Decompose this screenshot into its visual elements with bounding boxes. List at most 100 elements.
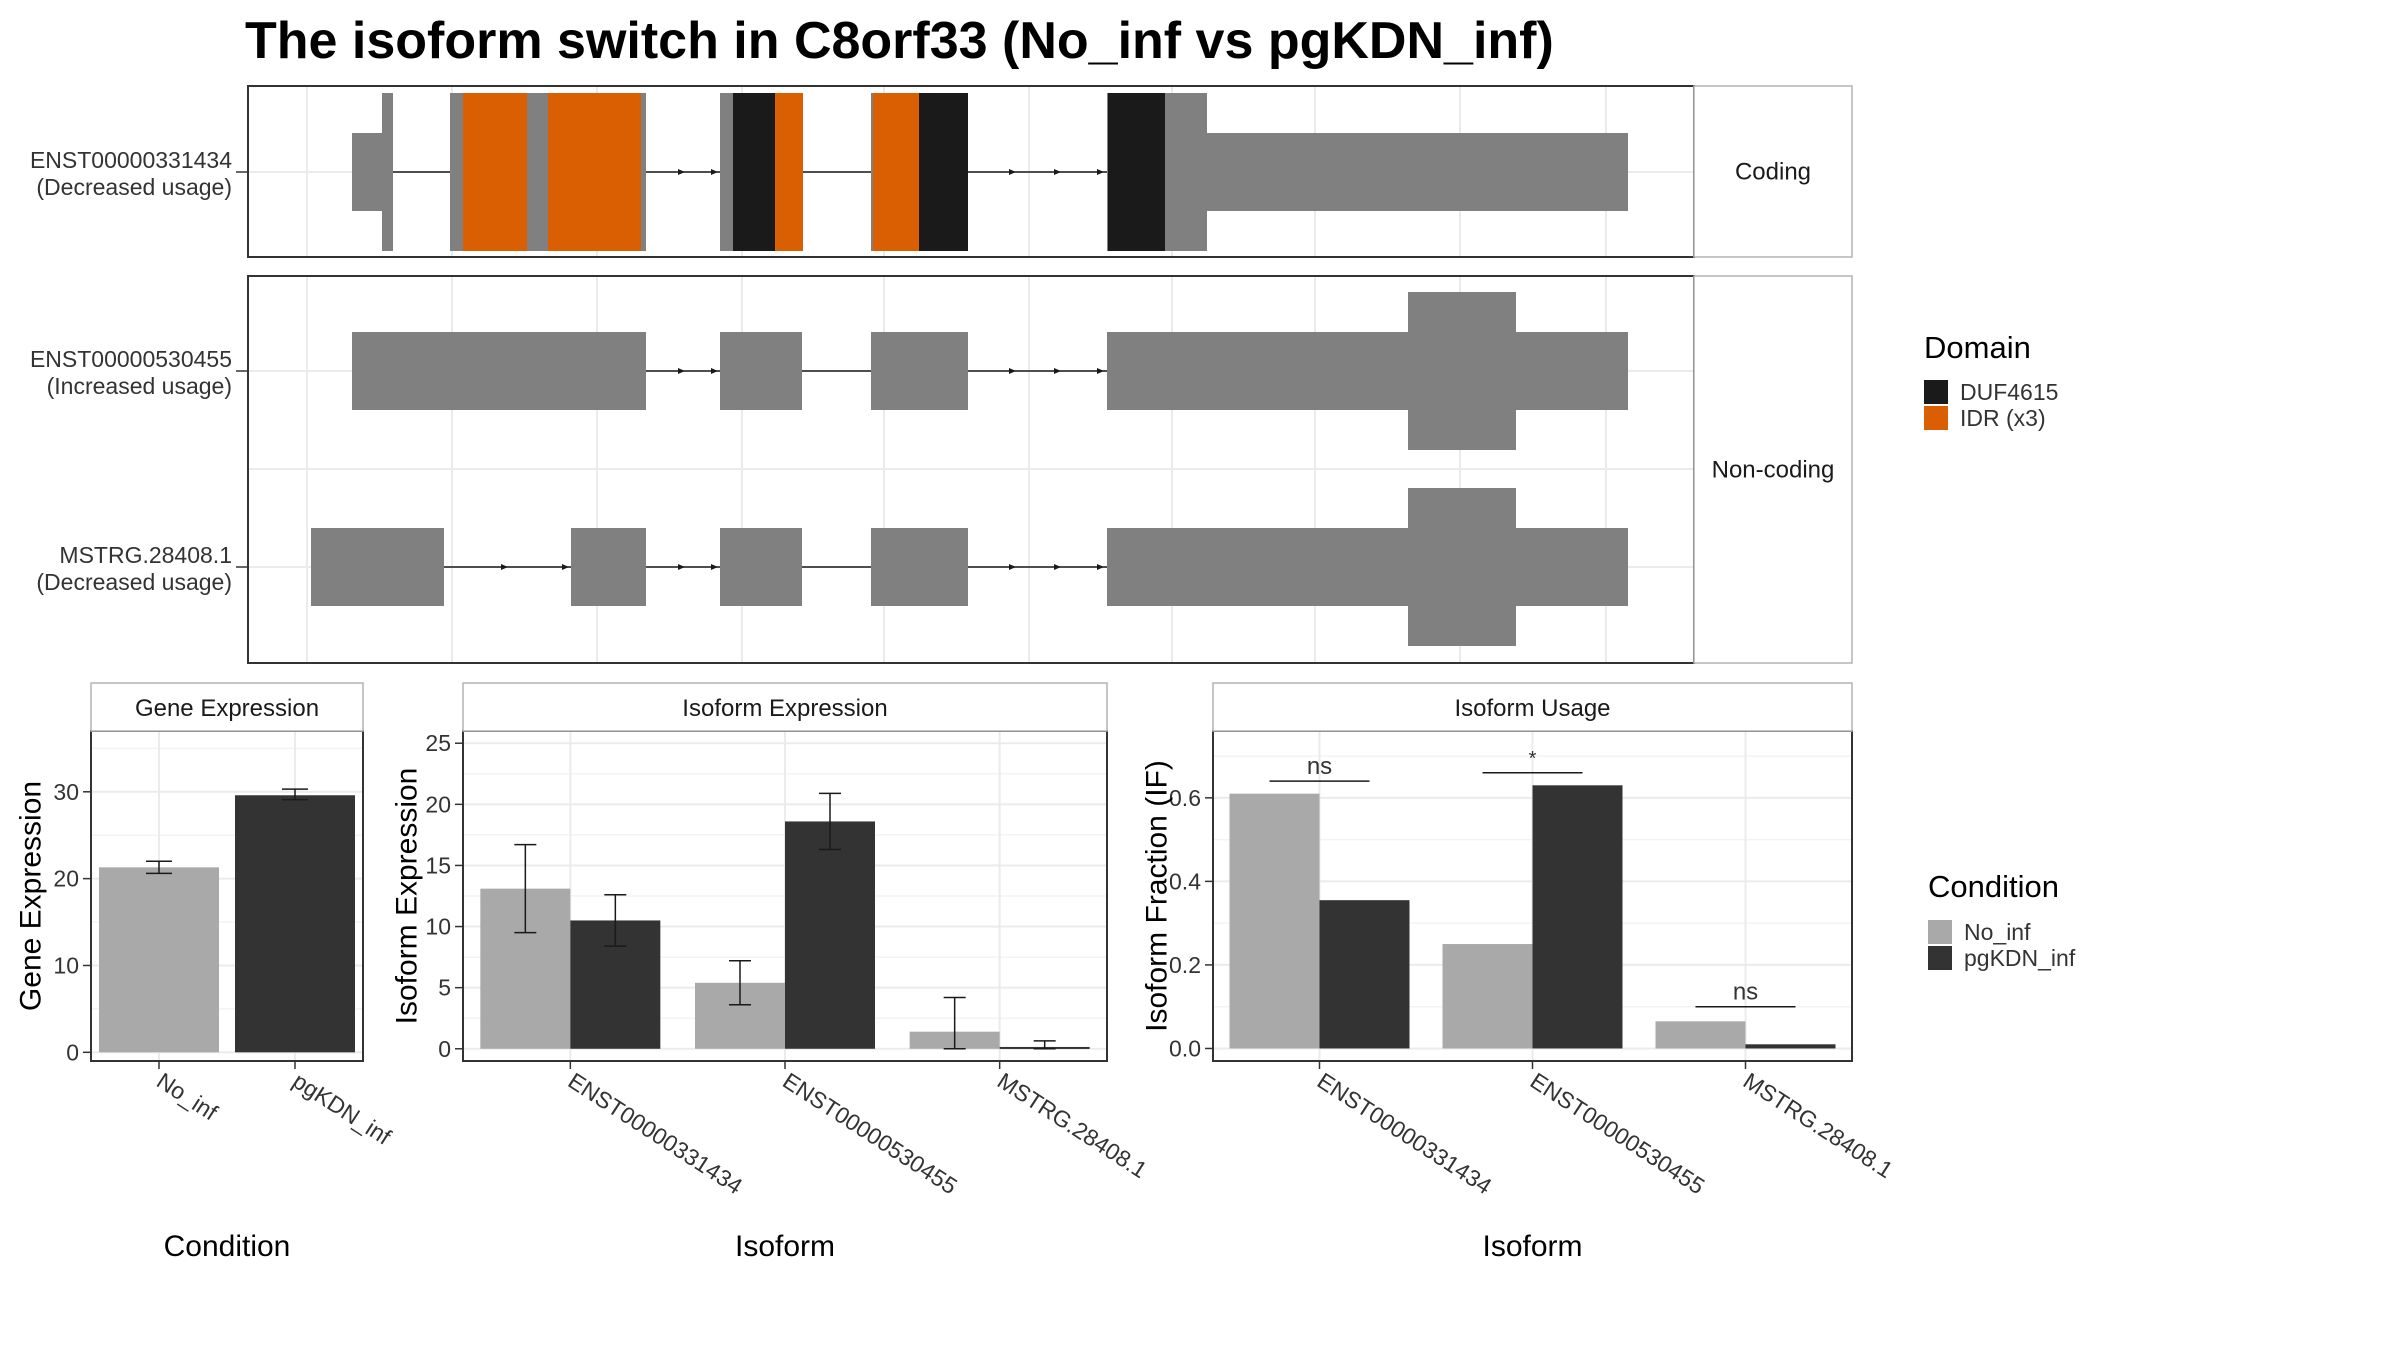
x-tick-label: ENST00000331434: [564, 1067, 748, 1199]
intron-arrow: [1054, 169, 1061, 175]
transcript-usage-label: (Decreased usage): [36, 569, 232, 595]
intron-arrow: [1054, 368, 1061, 374]
y-tick-label: 20: [53, 866, 79, 892]
intron-arrow: [1009, 169, 1016, 175]
facet-strip: [462, 682, 1108, 732]
condition-legend-title: Condition: [1928, 869, 2059, 904]
legend-label: No_inf: [1964, 919, 2031, 945]
intron-arrow: [1097, 169, 1104, 175]
chart-gene-expression: 0 10 20 30 No_inf pgKDN_inf Gene Expression Con…: [15, 682, 396, 1263]
x-tick-label: MSTRG.28408.1: [1739, 1067, 1898, 1183]
y-tick-label: 0.4: [1169, 868, 1201, 894]
legend-label: DUF4615: [1960, 379, 2058, 405]
facet-strip: [1693, 275, 1853, 664]
facet-strip: [1693, 85, 1853, 258]
y-tick-label: 0.6: [1169, 785, 1201, 811]
intron-arrow: [1097, 368, 1104, 374]
idr-domain: [873, 93, 919, 251]
x-tick-label: pgKDN_inf: [288, 1067, 396, 1150]
y-axis-title: Isoform Fraction (IF): [1141, 760, 1174, 1032]
intron-arrow: [1054, 564, 1061, 570]
intron-arrow: [711, 564, 718, 570]
y-tick-label: 20: [425, 791, 451, 817]
bar-No_inf-ENST00000530455: [1442, 944, 1533, 1049]
legend-swatch: [1928, 946, 1952, 970]
bar-pgKDN_inf-ENST00000530455: [785, 821, 875, 1049]
bar-pgKDN_inf-ENST00000331434: [1319, 900, 1410, 1049]
y-tick-label: 5: [438, 975, 451, 1001]
transcript-usage-label: (Decreased usage): [36, 174, 232, 200]
significance-label: ns: [1733, 979, 1758, 1006]
intron-arrow: [678, 368, 685, 374]
exon: [720, 528, 802, 606]
y-tick-label: 0: [438, 1036, 451, 1062]
exon: [311, 528, 444, 606]
significance-label: ns: [1307, 753, 1332, 780]
transcript-id-label: ENST00000530455: [30, 346, 232, 372]
exon: [1107, 528, 1628, 606]
facet-strip-label: Gene Expression: [135, 695, 319, 722]
legend-label: IDR (x3): [1960, 405, 2046, 431]
y-tick-label: 0.0: [1169, 1035, 1201, 1061]
facet-strip: [1212, 682, 1853, 732]
bar-No_inf-MSTRG.28408.1: [1655, 1021, 1746, 1049]
intron-arrow: [678, 169, 685, 175]
exon-utr: [1206, 133, 1628, 211]
transcript-ENST00000331434: ENST00000331434(Decreased usage): [30, 93, 1628, 251]
exon-tall: [1408, 292, 1516, 450]
facet-strip: [90, 682, 364, 732]
transcript-id-label: MSTRG.28408.1: [59, 542, 232, 568]
domain-legend-title: Domain: [1924, 330, 2031, 365]
x-tick-label: No_inf: [152, 1067, 222, 1125]
exon: [571, 528, 646, 606]
facet-strip-label: Isoform Expression: [682, 695, 887, 722]
exon: [352, 332, 646, 410]
bar-pgKDN_inf: [235, 795, 355, 1053]
intron-arrow: [501, 564, 508, 570]
bar-pgKDN_inf-MSTRG.28408.1: [1745, 1044, 1836, 1049]
chart-isoform-usage: 0.0 0.2 0.4 0.6 ns * ns ENST00000331434 ENST0000…: [1141, 682, 1898, 1263]
exon: [1107, 332, 1628, 410]
intron-arrow: [1097, 564, 1104, 570]
bar-charts: 0 10 20 30 No_inf pgKDN_inf Gene Expression Con…: [15, 682, 1898, 1263]
exon: [871, 332, 968, 410]
y-tick-label: 25: [425, 730, 451, 756]
intron-arrow: [711, 169, 718, 175]
transcript-group-non-coding: ENST00000530455(Increased usage) MSTRG.28…: [30, 275, 1853, 664]
duf4615-domain: [733, 93, 775, 251]
exon: [871, 528, 968, 606]
exon-tall: [1408, 488, 1516, 646]
idr-domain: [775, 93, 803, 251]
y-tick-label: 15: [425, 852, 451, 878]
x-tick-label: ENST00000530455: [778, 1067, 962, 1199]
x-axis-title: Isoform: [1482, 1230, 1582, 1263]
y-tick-label: 10: [53, 952, 79, 978]
legend-swatch: [1924, 406, 1948, 430]
y-tick-label: 0.2: [1169, 952, 1201, 978]
y-tick-label: 10: [425, 914, 451, 940]
bar-No_inf-ENST00000331434: [1229, 793, 1320, 1049]
y-tick-label: 0: [66, 1039, 79, 1065]
transcript-MSTRG.28408.1: MSTRG.28408.1(Decreased usage): [36, 488, 1628, 646]
transcript-structure-panel: ENST00000331434(Decreased usage)CodingEN…: [30, 85, 1853, 664]
intron-arrow: [1009, 564, 1016, 570]
idr-domain: [548, 93, 641, 251]
exon: [720, 332, 802, 410]
x-axis-title: Condition: [164, 1230, 291, 1263]
chart-isoform-expression: 0 5 10 15 20 25 ENST00000331434 ENST00000530455…: [391, 682, 1152, 1263]
y-axis-title: Isoform Expression: [391, 768, 424, 1025]
intron-arrow: [711, 368, 718, 374]
x-tick-label: ENST00000331434: [1313, 1067, 1497, 1199]
y-tick-label: 30: [53, 779, 79, 805]
transcript-ENST00000530455: ENST00000530455(Increased usage): [30, 292, 1628, 450]
intron-arrow: [562, 564, 569, 570]
bar-No_inf: [99, 867, 219, 1053]
exon-utr: [352, 133, 382, 211]
x-tick-label: ENST00000530455: [1526, 1067, 1710, 1199]
x-axis-title: Isoform: [735, 1230, 835, 1263]
figure-title: The isoform switch in C8orf33 (No_inf vs…: [245, 12, 1554, 70]
